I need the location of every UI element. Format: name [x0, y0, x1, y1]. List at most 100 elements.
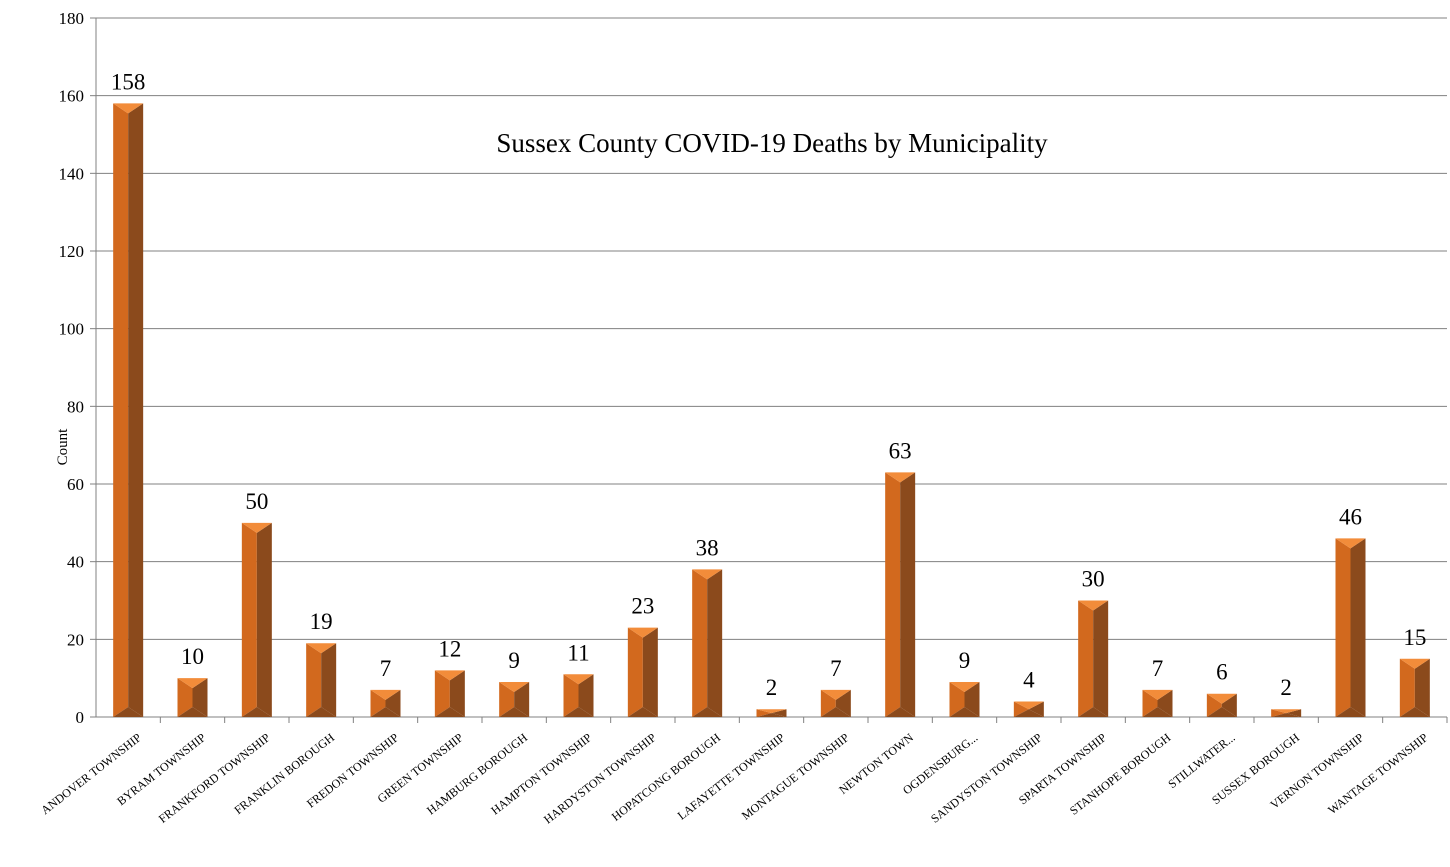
data-label: 6 — [1216, 660, 1228, 685]
x-tick-label: LAFAYETTE TOWNSHIP — [675, 730, 788, 822]
chart-title: Sussex County COVID-19 Deaths by Municip… — [496, 128, 1048, 158]
data-label: 38 — [696, 535, 719, 560]
y-axis-label: Count — [55, 428, 71, 466]
bars — [113, 103, 1430, 717]
bar-front-face — [1399, 658, 1415, 717]
bar-top-bevel — [1206, 693, 1237, 704]
bar-front-face — [177, 678, 193, 717]
bar-top-bevel — [113, 103, 144, 114]
bar — [1206, 693, 1237, 717]
bar-top-bevel — [370, 689, 401, 700]
bar-top-bevel — [177, 678, 208, 689]
bar — [434, 670, 465, 717]
x-tick-label: ANDOVER TOWNSHIP — [38, 730, 144, 817]
bar-top-bevel — [756, 709, 787, 714]
x-tick-label: HARDYSTON TOWNSHIP — [541, 730, 659, 826]
data-label: 63 — [889, 438, 912, 463]
bar — [241, 522, 272, 717]
y-tick-label: 0 — [76, 708, 85, 727]
bar-bottom-bevel — [692, 707, 723, 717]
y-tick-label: 40 — [67, 553, 84, 572]
data-label: 15 — [1403, 625, 1426, 650]
bar-bottom-bevel — [1335, 707, 1366, 717]
y-tick-label: 140 — [59, 164, 85, 183]
bar-side-face — [1093, 600, 1109, 717]
bar-top-bevel — [306, 643, 337, 654]
y-tick-label: 80 — [67, 397, 84, 416]
bar — [1335, 538, 1366, 717]
data-label: 4 — [1023, 667, 1035, 692]
bar-bottom-bevel — [370, 707, 401, 717]
data-label: 7 — [830, 656, 842, 681]
bar-bottom-bevel — [820, 707, 851, 717]
bar-top-bevel — [885, 472, 916, 483]
data-label: 30 — [1082, 567, 1105, 592]
data-label: 7 — [1152, 656, 1164, 681]
data-label: 11 — [567, 640, 589, 665]
bar-bottom-bevel — [1013, 709, 1044, 717]
bar-side-face — [900, 472, 916, 717]
gridlines — [96, 17, 1447, 640]
bar-top-bevel — [627, 627, 658, 638]
axes — [90, 17, 1448, 723]
bar-front-face — [113, 103, 129, 717]
bar-side-face — [707, 569, 723, 717]
data-label: 2 — [766, 675, 778, 700]
bar — [177, 678, 208, 717]
bar — [756, 709, 787, 717]
bar-front-face — [756, 709, 772, 717]
bar-bottom-bevel — [1078, 707, 1109, 717]
bar — [1399, 658, 1430, 717]
bar — [692, 569, 723, 717]
bar-side-face — [321, 643, 337, 717]
data-label: 9 — [508, 648, 520, 673]
bar — [306, 643, 337, 717]
bar-front-face — [1271, 709, 1287, 717]
bar-bottom-bevel — [563, 707, 594, 717]
y-tick-label: 180 — [59, 9, 85, 28]
bar-front-face — [370, 689, 386, 717]
bar-side-face — [642, 627, 658, 717]
bar-bottom-bevel — [1142, 707, 1173, 717]
bar-front-face — [1013, 701, 1029, 717]
data-label: 158 — [111, 69, 146, 94]
x-tick-label: MONTAGUE TOWNSHIP — [739, 730, 852, 823]
y-tick-label: 120 — [59, 242, 85, 261]
bar-side-face — [1350, 538, 1366, 717]
x-tick-label: HOPATCONG BOROUGH — [609, 730, 723, 824]
bar-top-bevel — [1078, 600, 1109, 611]
bar-bottom-bevel — [113, 707, 144, 717]
bar-bottom-bevel — [949, 707, 980, 717]
bar-side-face — [835, 689, 851, 717]
bar-top-bevel — [241, 522, 272, 533]
y-tick-label: 160 — [59, 87, 85, 106]
bar — [113, 103, 144, 717]
bar-top-bevel — [1271, 709, 1302, 714]
bar-bottom-bevel — [1271, 713, 1302, 717]
bar — [370, 689, 401, 717]
bar — [949, 682, 980, 717]
bar-side-face — [192, 678, 208, 717]
bar-side-face — [128, 103, 144, 717]
bar-front-face — [1078, 600, 1094, 717]
bar-front-face — [241, 522, 257, 717]
bar-top-bevel — [499, 682, 530, 693]
data-label: 7 — [380, 656, 392, 681]
bar — [1271, 709, 1302, 717]
bar-front-face — [885, 472, 901, 717]
data-label: 9 — [959, 648, 971, 673]
bar-bottom-bevel — [499, 707, 530, 717]
bar-front-face — [1142, 689, 1158, 717]
bar-top-bevel — [563, 674, 594, 685]
data-label: 46 — [1339, 504, 1362, 529]
data-label: 50 — [245, 489, 268, 514]
x-tick-label: FRANKFORD TOWNSHIP — [156, 730, 273, 826]
bar-bottom-bevel — [627, 707, 658, 717]
bar-top-bevel — [692, 569, 723, 580]
bar-front-face — [563, 674, 579, 717]
bar-top-bevel — [949, 682, 980, 693]
bar — [1078, 600, 1109, 717]
bar-front-face — [306, 643, 322, 717]
bar-side-face — [1414, 658, 1430, 717]
bar-bottom-bevel — [241, 707, 272, 717]
